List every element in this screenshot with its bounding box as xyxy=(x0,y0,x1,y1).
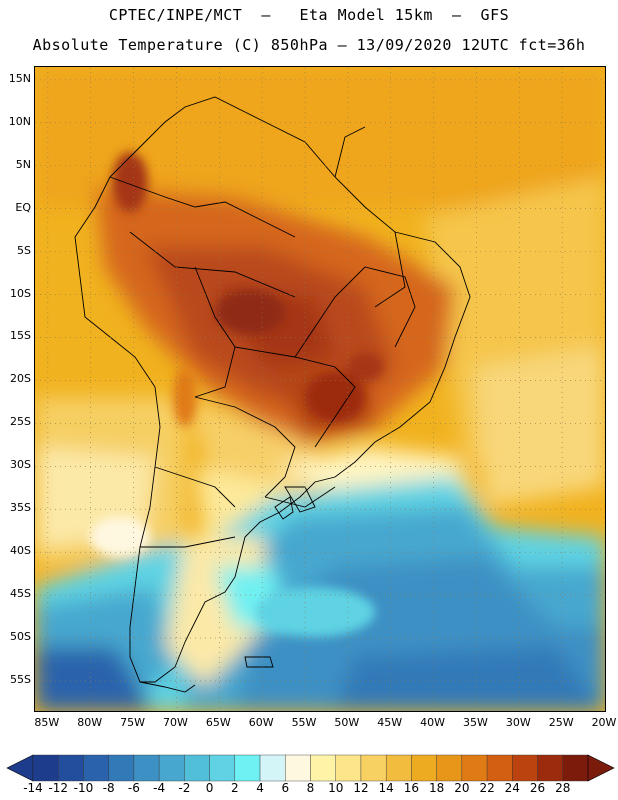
colorbar-swatch xyxy=(335,754,362,782)
colorbar-swatch xyxy=(562,754,589,782)
lat-label: 55S xyxy=(10,672,31,686)
colorbar-tick-label: 28 xyxy=(555,781,571,795)
colorbar-swatch xyxy=(32,754,59,782)
lat-label: 35S xyxy=(10,501,31,515)
lat-label: 20S xyxy=(10,372,31,386)
colorbar-tick-label: -8 xyxy=(102,781,115,795)
lat-label: 10S xyxy=(10,286,31,300)
colorbar-swatch xyxy=(184,754,210,782)
colorbar-swatch xyxy=(360,754,387,782)
lon-label: 25W xyxy=(548,716,574,729)
colorbar-tick-label: 14 xyxy=(378,781,394,795)
lat-label: 5N xyxy=(15,157,31,171)
colorbar-tick-label: -10 xyxy=(73,781,94,795)
lat-label: 40S xyxy=(10,544,31,558)
colorbar-tick-label: 20 xyxy=(454,781,470,795)
colorbar-tick-label: -12 xyxy=(48,781,69,795)
colorbar-high-arrow xyxy=(587,754,615,782)
lat-label: 30S xyxy=(10,458,31,472)
lat-label: 10N xyxy=(8,114,31,128)
temperature-detail xyxy=(90,152,383,637)
lon-label: 65W xyxy=(205,716,231,729)
lon-label: 80W xyxy=(77,716,103,729)
lat-label: EQ xyxy=(15,200,31,214)
colorbar-tick-label: 8 xyxy=(306,781,315,795)
colorbar-tick-label: 0 xyxy=(205,781,214,795)
colorbar-low-arrow xyxy=(6,754,34,782)
colorbar-tick-label: -6 xyxy=(127,781,140,795)
colorbar-tick-label: -4 xyxy=(153,781,166,795)
colorbar-swatch xyxy=(385,754,412,782)
colorbar-swatch xyxy=(158,754,185,782)
lat-label: 45S xyxy=(10,587,31,601)
colorbar-tick-label: 18 xyxy=(428,781,445,795)
colorbar-tick-label: 6 xyxy=(281,781,290,795)
colorbar-swatch xyxy=(310,754,336,782)
colorbar-swatch xyxy=(411,754,437,782)
colorbar-swatch xyxy=(436,754,463,782)
lon-label: 55W xyxy=(291,716,317,729)
colorbar-tick-label: 16 xyxy=(403,781,420,795)
temperature-field-map xyxy=(35,67,605,711)
colorbar-tick-label: 24 xyxy=(504,781,520,795)
lon-label: 30W xyxy=(505,716,531,729)
lat-label: 50S xyxy=(10,630,31,643)
lat-label: 15S xyxy=(10,329,31,343)
lon-label: 20W xyxy=(591,716,617,729)
colorbar-tick-label: 2 xyxy=(230,781,239,795)
lat-label: 25S xyxy=(10,415,31,429)
colorbar-swatch xyxy=(259,754,286,782)
lon-label: 85W xyxy=(34,716,60,729)
colorbar-tick-label: -14 xyxy=(23,781,43,795)
colorbar-swatch xyxy=(133,754,160,782)
lon-label: 70W xyxy=(162,716,188,729)
lon-label: 40W xyxy=(420,716,445,729)
colorbar-tick-label: 4 xyxy=(256,781,264,795)
title-line-1: CPTEC/INPE/MCT – Eta Model 15km – GFS xyxy=(108,6,510,24)
colorbar-tick-label: 12 xyxy=(353,781,369,795)
colorbar-tick-label: 26 xyxy=(529,781,546,795)
colorbar-swatch xyxy=(234,754,261,782)
colorbar-tick-label: 22 xyxy=(479,781,495,795)
lat-label: 5S xyxy=(17,243,31,257)
graticule xyxy=(35,67,605,711)
lon-label: 45W xyxy=(377,716,403,729)
title-line-2: Absolute Temperature (C) 850hPa – 13/09/… xyxy=(32,36,586,54)
colorbar-tick-label: 10 xyxy=(328,781,344,795)
colorbar-swatch xyxy=(58,754,84,782)
colorbar-swatch xyxy=(83,754,109,782)
lon-label: 60W xyxy=(248,716,274,729)
colorbar-swatch xyxy=(108,754,135,782)
colorbar-swatch xyxy=(209,754,236,782)
colorbar-tick-label: -2 xyxy=(178,781,191,795)
colorbar-swatch xyxy=(461,754,488,782)
colorbar-swatch xyxy=(285,754,311,782)
lon-label: 35W xyxy=(462,716,488,729)
lon-label: 50W xyxy=(334,716,360,729)
map-panel xyxy=(34,66,606,712)
colorbar-swatch xyxy=(486,754,513,782)
lon-label: 75W xyxy=(120,716,145,729)
colorbar-swatch xyxy=(537,754,563,782)
colorbar-swatch xyxy=(512,754,538,782)
colorbar xyxy=(6,754,615,782)
lat-label: 15N xyxy=(8,71,31,85)
coastline-and-borders xyxy=(74,96,471,693)
